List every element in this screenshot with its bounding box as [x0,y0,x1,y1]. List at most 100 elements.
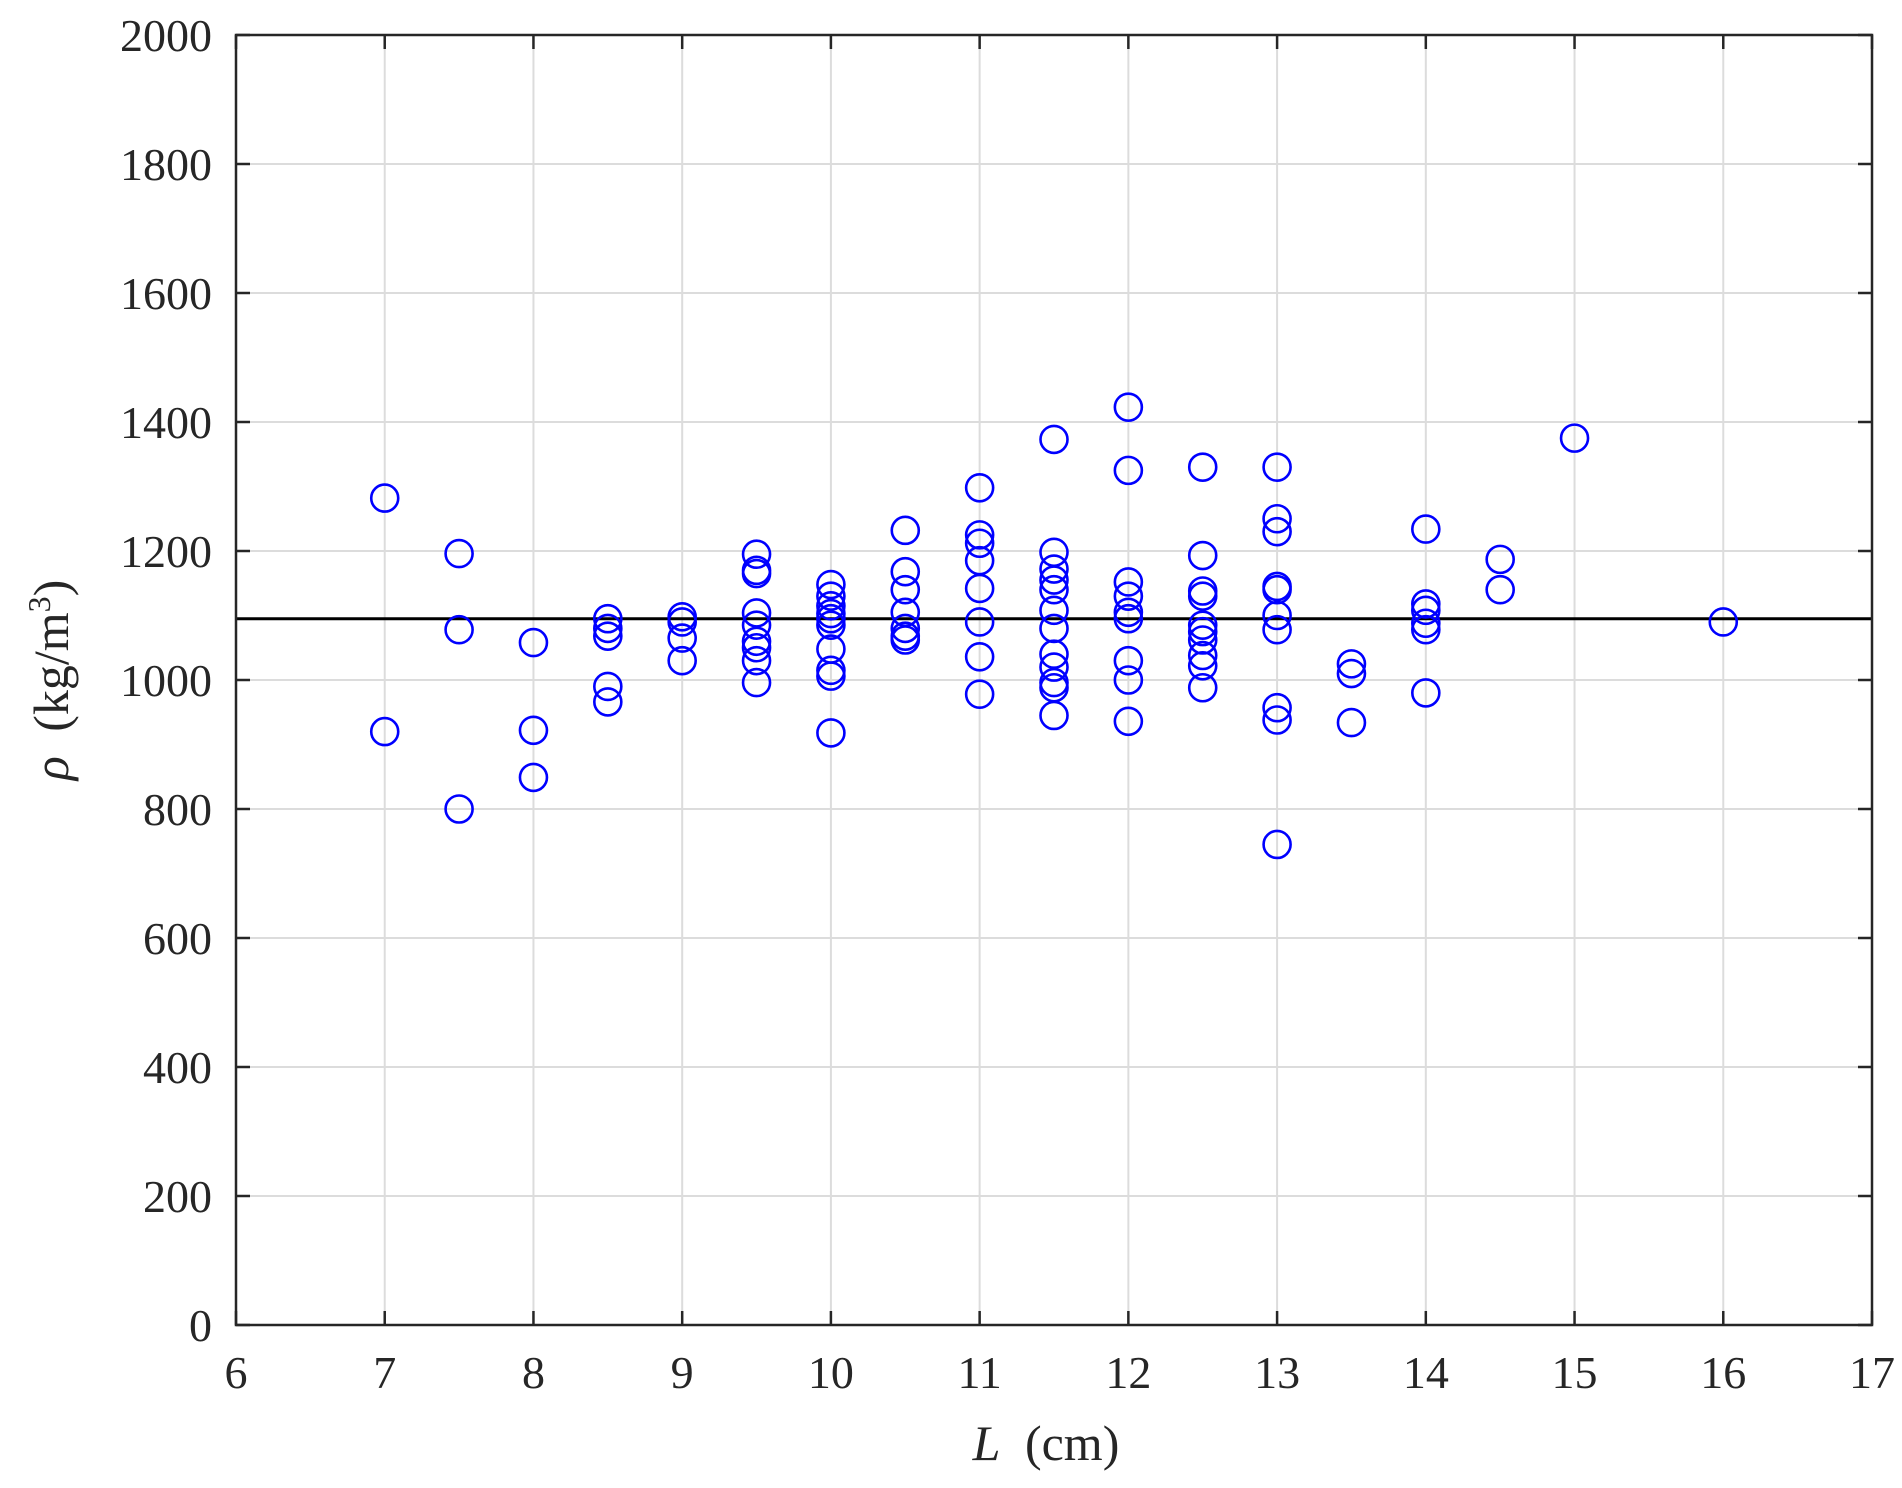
data-point [444,794,474,824]
data-point [1187,640,1218,671]
x-tick-label: 13 [1254,1347,1300,1398]
data-point [1262,600,1292,631]
data-point [1039,574,1069,605]
x-tick-label: 12 [1105,1347,1151,1398]
data-point [890,556,921,587]
data-point [1113,706,1144,737]
data-point [1336,649,1367,679]
data-point [964,607,995,637]
data-point [1262,614,1292,645]
data-point [444,538,474,569]
x-tick-label: 14 [1403,1347,1449,1398]
y-tick-label: 200 [143,1171,212,1222]
data-point [1262,452,1292,482]
data-point [444,614,474,645]
data-points [369,392,1739,860]
data-point [1262,516,1292,547]
x-tick-label: 10 [808,1347,854,1398]
data-point [816,718,846,748]
data-point [518,715,549,746]
y-tick-label: 1400 [120,397,212,448]
x-tick-labels: 6 7 8 9 10 11 12 13 14 15 16 17 [225,1347,1896,1398]
data-point [1113,581,1144,611]
x-tick-label: 6 [225,1347,248,1398]
data-point [1262,829,1292,860]
data-point [1039,652,1069,682]
data-point [1559,423,1590,453]
x-axis-label: L (cm) [972,1415,1120,1471]
data-point [667,645,697,676]
data-point [1485,574,1515,605]
x-tick-label: 17 [1849,1347,1895,1398]
data-point [1187,672,1218,703]
y-axis-label: ρ (kg/m3) [21,580,79,783]
data-point [1113,455,1144,486]
data-point [1187,452,1218,482]
data-point [741,667,772,698]
data-point [964,679,995,709]
data-point [741,539,772,570]
data-point [667,607,697,637]
data-point [1187,581,1218,611]
data-point [518,762,549,793]
x-axis-symbol: L [972,1415,1001,1471]
data-point [1039,595,1069,626]
y-axis-unit-close: ) [23,580,79,597]
y-tick-label: 1200 [120,526,212,577]
y-axis-symbol: ρ [23,756,79,782]
axis-ticks [234,33,1874,1327]
data-point [369,716,400,747]
data-point [1113,567,1144,597]
y-tick-label: 1800 [120,139,212,190]
data-point [1262,503,1292,534]
data-point [1485,544,1515,575]
data-point [741,610,772,640]
data-point [1187,651,1218,681]
x-tick-label: 9 [671,1347,694,1398]
data-point [1411,678,1441,708]
data-point [1039,700,1069,731]
data-point [593,603,623,634]
data-point [1187,610,1218,640]
data-point [1187,540,1218,571]
data-point [816,661,846,691]
data-point [1113,392,1144,422]
data-point [593,671,623,702]
grid-lines [236,35,1872,1325]
data-point [667,623,697,653]
data-point [1113,603,1144,634]
y-tick-label: 1000 [120,655,212,706]
data-point [741,558,772,589]
data-point [741,632,772,663]
data-point [816,569,846,600]
data-point [964,641,995,672]
y-tick-label: 600 [143,913,212,964]
x-tick-label: 16 [1700,1347,1746,1398]
data-point [816,591,846,621]
data-point [1262,705,1292,735]
data-point [1262,692,1292,723]
data-point [890,625,921,655]
x-axis-unit: (cm) [1025,1415,1119,1471]
y-tick-label: 800 [143,784,212,835]
x-tick-label: 7 [373,1347,396,1398]
data-point [890,613,921,644]
data-point [890,515,921,546]
data-point [964,472,995,503]
data-point [816,603,846,634]
data-point [1708,607,1739,637]
data-point [1113,665,1144,695]
data-point [741,645,772,676]
data-point [1336,658,1367,689]
data-point [518,627,549,658]
data-point [1411,514,1441,544]
data-point [1039,639,1069,670]
data-point [1411,608,1441,639]
data-point [816,581,846,611]
data-point [890,574,921,605]
data-point [1113,597,1144,628]
x-tick-label: 8 [522,1347,545,1398]
y-axis-unit-exponent: 3 [21,596,57,612]
y-tick-label: 1600 [120,268,212,319]
